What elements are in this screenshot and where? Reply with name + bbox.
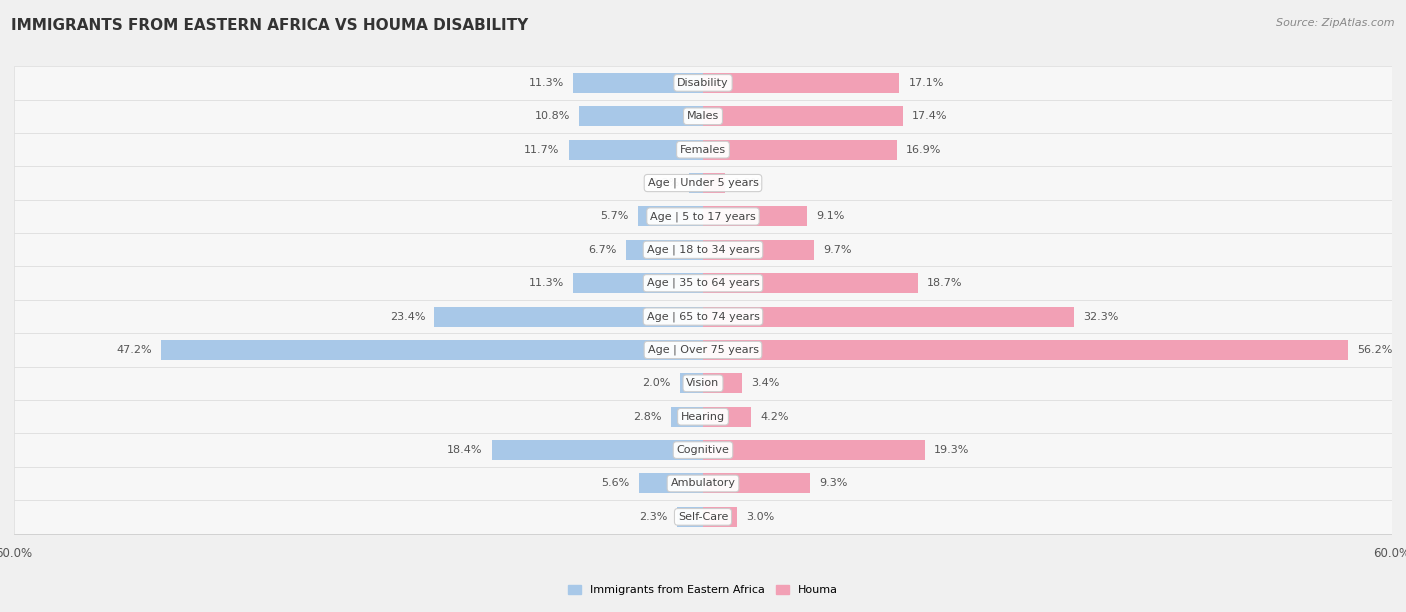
Bar — [434, 307, 703, 327]
Bar — [14, 233, 1392, 266]
Text: 6.7%: 6.7% — [589, 245, 617, 255]
Text: Cognitive: Cognitive — [676, 445, 730, 455]
Bar — [703, 440, 925, 460]
Text: Age | 18 to 34 years: Age | 18 to 34 years — [647, 245, 759, 255]
Bar — [703, 407, 751, 427]
Text: 2.0%: 2.0% — [643, 378, 671, 389]
Text: 47.2%: 47.2% — [117, 345, 152, 355]
Text: Age | 65 to 74 years: Age | 65 to 74 years — [647, 312, 759, 322]
Text: IMMIGRANTS FROM EASTERN AFRICA VS HOUMA DISABILITY: IMMIGRANTS FROM EASTERN AFRICA VS HOUMA … — [11, 18, 529, 34]
Text: Source: ZipAtlas.com: Source: ZipAtlas.com — [1277, 18, 1395, 28]
Bar — [162, 340, 703, 360]
Bar — [681, 373, 703, 394]
Bar — [703, 373, 742, 394]
Legend: Immigrants from Eastern Africa, Houma: Immigrants from Eastern Africa, Houma — [564, 581, 842, 600]
Bar — [703, 73, 900, 93]
Text: Vision: Vision — [686, 378, 720, 389]
Text: 4.2%: 4.2% — [761, 412, 789, 422]
Text: Age | Over 75 years: Age | Over 75 years — [648, 345, 758, 355]
Text: Age | 5 to 17 years: Age | 5 to 17 years — [650, 211, 756, 222]
Text: 32.3%: 32.3% — [1083, 312, 1118, 321]
Bar — [14, 100, 1392, 133]
Bar — [703, 106, 903, 126]
Bar — [638, 474, 703, 493]
Text: 11.3%: 11.3% — [529, 78, 564, 88]
Bar — [14, 300, 1392, 334]
Bar — [626, 240, 703, 260]
Text: 9.3%: 9.3% — [818, 479, 848, 488]
Bar — [14, 400, 1392, 433]
Bar — [703, 474, 810, 493]
Text: 19.3%: 19.3% — [934, 445, 969, 455]
Text: 9.1%: 9.1% — [817, 211, 845, 222]
Bar — [14, 200, 1392, 233]
Text: Self-Care: Self-Care — [678, 512, 728, 522]
Bar — [14, 367, 1392, 400]
Text: 5.7%: 5.7% — [600, 211, 628, 222]
Text: 16.9%: 16.9% — [907, 144, 942, 155]
Bar — [579, 106, 703, 126]
Text: Age | 35 to 64 years: Age | 35 to 64 years — [647, 278, 759, 288]
Bar — [14, 66, 1392, 100]
Text: Age | Under 5 years: Age | Under 5 years — [648, 178, 758, 188]
Text: 2.3%: 2.3% — [640, 512, 668, 522]
Text: Females: Females — [681, 144, 725, 155]
Text: 3.0%: 3.0% — [747, 512, 775, 522]
Text: 1.2%: 1.2% — [651, 178, 681, 188]
Bar — [492, 440, 703, 460]
Bar — [14, 266, 1392, 300]
Text: 5.6%: 5.6% — [602, 479, 630, 488]
Bar — [689, 173, 703, 193]
Text: 17.1%: 17.1% — [908, 78, 943, 88]
Text: Ambulatory: Ambulatory — [671, 479, 735, 488]
Bar — [574, 73, 703, 93]
Bar — [574, 273, 703, 293]
Bar — [703, 206, 807, 226]
Text: 3.4%: 3.4% — [751, 378, 779, 389]
Bar — [14, 133, 1392, 166]
Text: Disability: Disability — [678, 78, 728, 88]
Bar — [703, 340, 1348, 360]
Text: 9.7%: 9.7% — [824, 245, 852, 255]
Bar — [703, 273, 918, 293]
Bar — [14, 433, 1392, 467]
Bar — [703, 507, 738, 527]
Bar — [676, 507, 703, 527]
Text: 23.4%: 23.4% — [389, 312, 425, 321]
Text: 11.3%: 11.3% — [529, 278, 564, 288]
Bar — [703, 173, 725, 193]
Bar — [703, 240, 814, 260]
Bar — [703, 307, 1074, 327]
Text: Males: Males — [688, 111, 718, 121]
Text: Hearing: Hearing — [681, 412, 725, 422]
Text: 2.8%: 2.8% — [633, 412, 662, 422]
Text: 18.4%: 18.4% — [447, 445, 482, 455]
Bar — [703, 140, 897, 160]
Bar — [568, 140, 703, 160]
Bar — [14, 500, 1392, 534]
Text: 1.9%: 1.9% — [734, 178, 762, 188]
Bar — [671, 407, 703, 427]
Bar — [637, 206, 703, 226]
Bar — [14, 334, 1392, 367]
Bar — [14, 166, 1392, 200]
Text: 11.7%: 11.7% — [524, 144, 560, 155]
Bar — [14, 467, 1392, 500]
Text: 18.7%: 18.7% — [927, 278, 962, 288]
Text: 17.4%: 17.4% — [912, 111, 948, 121]
Text: 56.2%: 56.2% — [1358, 345, 1393, 355]
Text: 10.8%: 10.8% — [534, 111, 569, 121]
